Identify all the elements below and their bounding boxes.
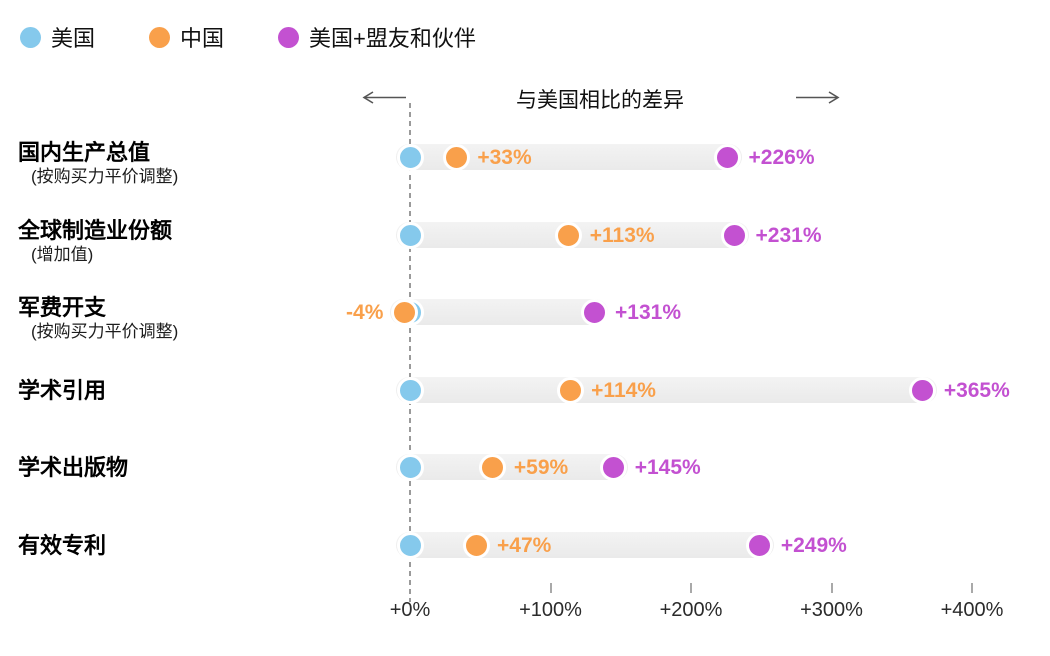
category-label-block: 全球制造业份额 (增加值) [18, 217, 172, 266]
range-bar [390, 299, 609, 325]
allies-value-label: +249% [780, 533, 847, 557]
china-dot [442, 143, 470, 171]
allies-value-label: +145% [634, 455, 701, 479]
china-value-label: +47% [497, 533, 552, 557]
china-dot [555, 221, 583, 249]
axis-tick [549, 583, 552, 593]
legend: 美国 中国 美国+盟友和伙伴 [20, 21, 476, 53]
chart-title: 与美国相比的差异 [516, 89, 684, 112]
axis-tick [690, 583, 692, 593]
allies-dot [721, 221, 749, 249]
category-label-block: 学术出版物 [18, 454, 128, 481]
right-arrow-icon [796, 91, 840, 104]
legend-item-allies: 美国+盟友和伙伴 [278, 21, 476, 53]
axis-tick [971, 583, 973, 593]
china-dot [479, 453, 507, 481]
category-sublabel: (按购买力平价调整) [31, 322, 179, 341]
china-value-label: -4% [346, 300, 384, 324]
axis-tick-label: +0% [389, 599, 431, 621]
range-bar [396, 377, 937, 403]
allies-legend-dot-icon [278, 26, 300, 48]
left-arrow-icon [362, 91, 406, 104]
category-label: 军费开支 [18, 295, 107, 320]
allies-dot [580, 298, 608, 326]
axis-tick-label: +100% [519, 599, 582, 621]
range-bar [396, 532, 774, 558]
legend-label-china: 中国 [180, 26, 225, 51]
category-label: 学术出版物 [18, 454, 129, 480]
allies-value-label: +231% [755, 223, 822, 247]
allies-dot [600, 453, 628, 481]
us-dot [396, 376, 424, 404]
allies-value-label: +226% [748, 145, 815, 169]
us-dot [396, 531, 424, 559]
china-dot [556, 376, 584, 404]
china-value-label: +59% [513, 455, 569, 479]
category-sublabel: (增加值) [31, 245, 94, 264]
china-dot [390, 298, 418, 326]
us-dot [396, 221, 424, 249]
us-legend-dot-icon [20, 26, 41, 48]
china-value-label: +113% [589, 223, 655, 247]
axis-tick-label: +300% [800, 599, 863, 621]
legend-item-us: 美国 [20, 21, 95, 53]
range-bar [396, 454, 628, 480]
china-value-label: +33% [477, 145, 532, 169]
legend-label-allies: 美国+盟友和伙伴 [309, 26, 476, 51]
allies-value-label: +131% [615, 300, 682, 324]
category-label-block: 有效专利 [18, 532, 106, 559]
category-sublabel: (按购买力平价调整) [31, 167, 179, 186]
legend-label-us: 美国 [51, 26, 96, 51]
category-label-block: 军费开支 (按购买力平价调整) [18, 294, 178, 343]
category-label: 国内生产总值 [18, 140, 151, 165]
category-label: 全球制造业份额 [18, 218, 173, 243]
allies-dot [714, 143, 742, 171]
zero-baseline [409, 103, 411, 602]
china-legend-dot-icon [149, 26, 171, 48]
category-label: 学术引用 [18, 377, 107, 403]
axis-tick [830, 583, 833, 593]
china-dot [462, 531, 490, 559]
allies-value-label: +365% [943, 378, 1010, 402]
allies-dot [909, 376, 937, 404]
category-label-block: 学术引用 [18, 377, 106, 404]
category-label-block: 国内生产总值 (按购买力平价调整) [18, 139, 178, 188]
category-label: 有效专利 [18, 532, 107, 558]
axis-tick-label: +400% [940, 599, 1004, 621]
us-dot [396, 143, 424, 171]
allies-dot [746, 531, 774, 559]
us-dot [396, 453, 424, 481]
legend-item-china: 中国 [149, 21, 224, 53]
axis-tick-label: +200% [659, 599, 723, 621]
china-value-label: +114% [591, 378, 656, 402]
